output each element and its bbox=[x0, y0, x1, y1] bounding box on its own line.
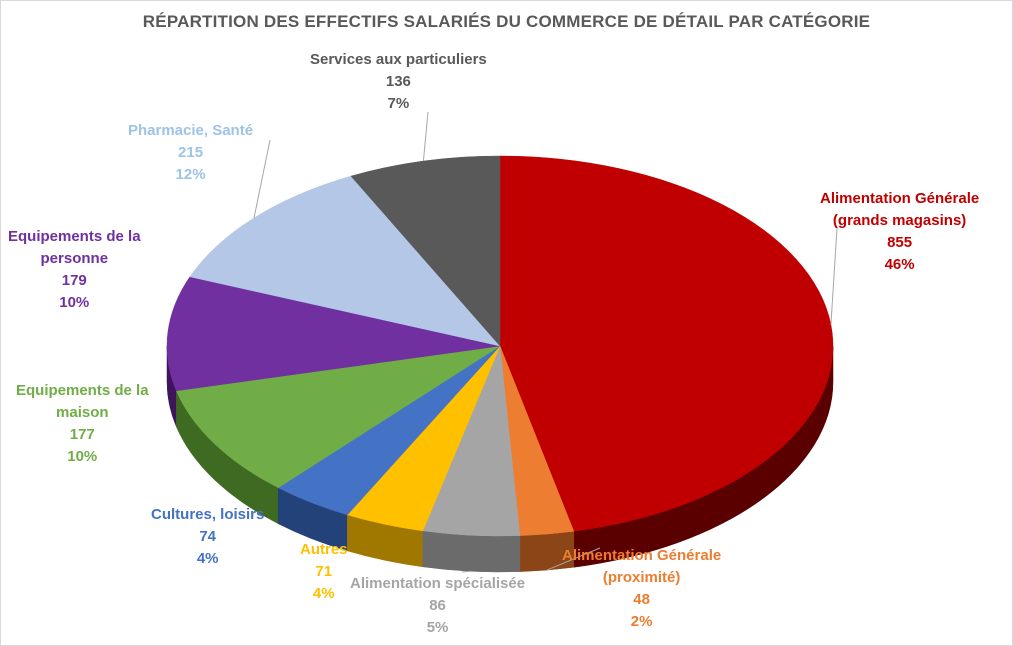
label-pharmacie: Pharmacie, Santé 215 12% bbox=[128, 120, 253, 186]
label-equip-maison: Equipements de la maison 177 10% bbox=[16, 380, 149, 468]
slice-percent: 7% bbox=[387, 95, 410, 112]
slice-value: 179 bbox=[61, 272, 87, 289]
slice-name-line: Autres bbox=[300, 541, 348, 558]
slice-percent: 10% bbox=[59, 294, 90, 311]
slice-alim-gen-gm bbox=[499, 155, 834, 532]
slice-name-line: Equipements de la bbox=[8, 228, 141, 245]
slice-value: 74 bbox=[199, 528, 217, 545]
label-equip-personne: Equipements de la personne 179 10% bbox=[8, 226, 141, 314]
slice-percent: 4% bbox=[312, 585, 335, 602]
slice-value: 177 bbox=[69, 426, 95, 443]
slice-name-line: Cultures, loisirs bbox=[151, 506, 265, 523]
slice-services bbox=[350, 155, 501, 347]
leader-lines bbox=[253, 111, 838, 573]
leader-line-alim-gen-gm bbox=[830, 227, 838, 325]
slice-value: 48 bbox=[633, 591, 650, 608]
label-cultures: Cultures, loisirs 74 4% bbox=[151, 504, 264, 570]
label-alim-gen-gm: Alimentation Générale (grands magasins) … bbox=[820, 188, 979, 276]
slice-equip-maison bbox=[176, 345, 501, 489]
pie-tops bbox=[166, 155, 834, 537]
leader-line-alim-gen-prox bbox=[546, 547, 601, 571]
slice-percent: 46% bbox=[884, 256, 915, 273]
slice-name-line: (proximité) bbox=[602, 569, 681, 586]
leader-line-alim-spec bbox=[461, 570, 472, 573]
slice-percent: 12% bbox=[175, 166, 206, 183]
slice-value: 136 bbox=[385, 73, 411, 90]
label-services: Services aux particuliers 136 7% bbox=[310, 49, 487, 115]
slice-name-line: Services aux particuliers bbox=[310, 51, 487, 68]
slice-percent: 5% bbox=[426, 619, 449, 636]
pie-sides bbox=[166, 345, 834, 573]
slice-pharmacie bbox=[189, 175, 501, 347]
chart-title: RÉPARTITION DES EFFECTIFS SALARIÉS DU CO… bbox=[142, 12, 871, 31]
slice-value: 71 bbox=[315, 563, 333, 580]
slice-value: 86 bbox=[429, 597, 446, 614]
slice-name-line: maison bbox=[56, 404, 109, 421]
slice-name-line: Equipements de la bbox=[16, 382, 149, 399]
slice-percent: 4% bbox=[196, 550, 219, 567]
slice-name-line: Alimentation Générale bbox=[562, 547, 722, 564]
slice-name-line: Pharmacie, Santé bbox=[128, 122, 254, 139]
slice-side-alim-spec bbox=[422, 530, 521, 573]
label-alim-gen-prox: Alimentation Générale (proximité) 48 2% bbox=[562, 545, 721, 633]
slice-percent: 10% bbox=[67, 448, 98, 465]
leader-line-pharmacie bbox=[253, 139, 271, 219]
label-alim-spec: Alimentation spécialisée 86 5% bbox=[350, 573, 525, 639]
slice-name-line: personne bbox=[40, 250, 109, 267]
slice-percent: 2% bbox=[630, 613, 653, 630]
slice-equip-personne bbox=[166, 276, 501, 392]
slice-name-line: Alimentation spécialisée bbox=[350, 575, 526, 592]
slice-value: 855 bbox=[887, 234, 913, 251]
slice-name-line: Alimentation Générale bbox=[820, 190, 980, 207]
leader-line-services bbox=[422, 111, 429, 162]
slice-value: 215 bbox=[178, 144, 204, 161]
slice-name-line: (grands magasins) bbox=[832, 212, 967, 229]
label-autres: Autres 71 4% bbox=[300, 539, 348, 605]
